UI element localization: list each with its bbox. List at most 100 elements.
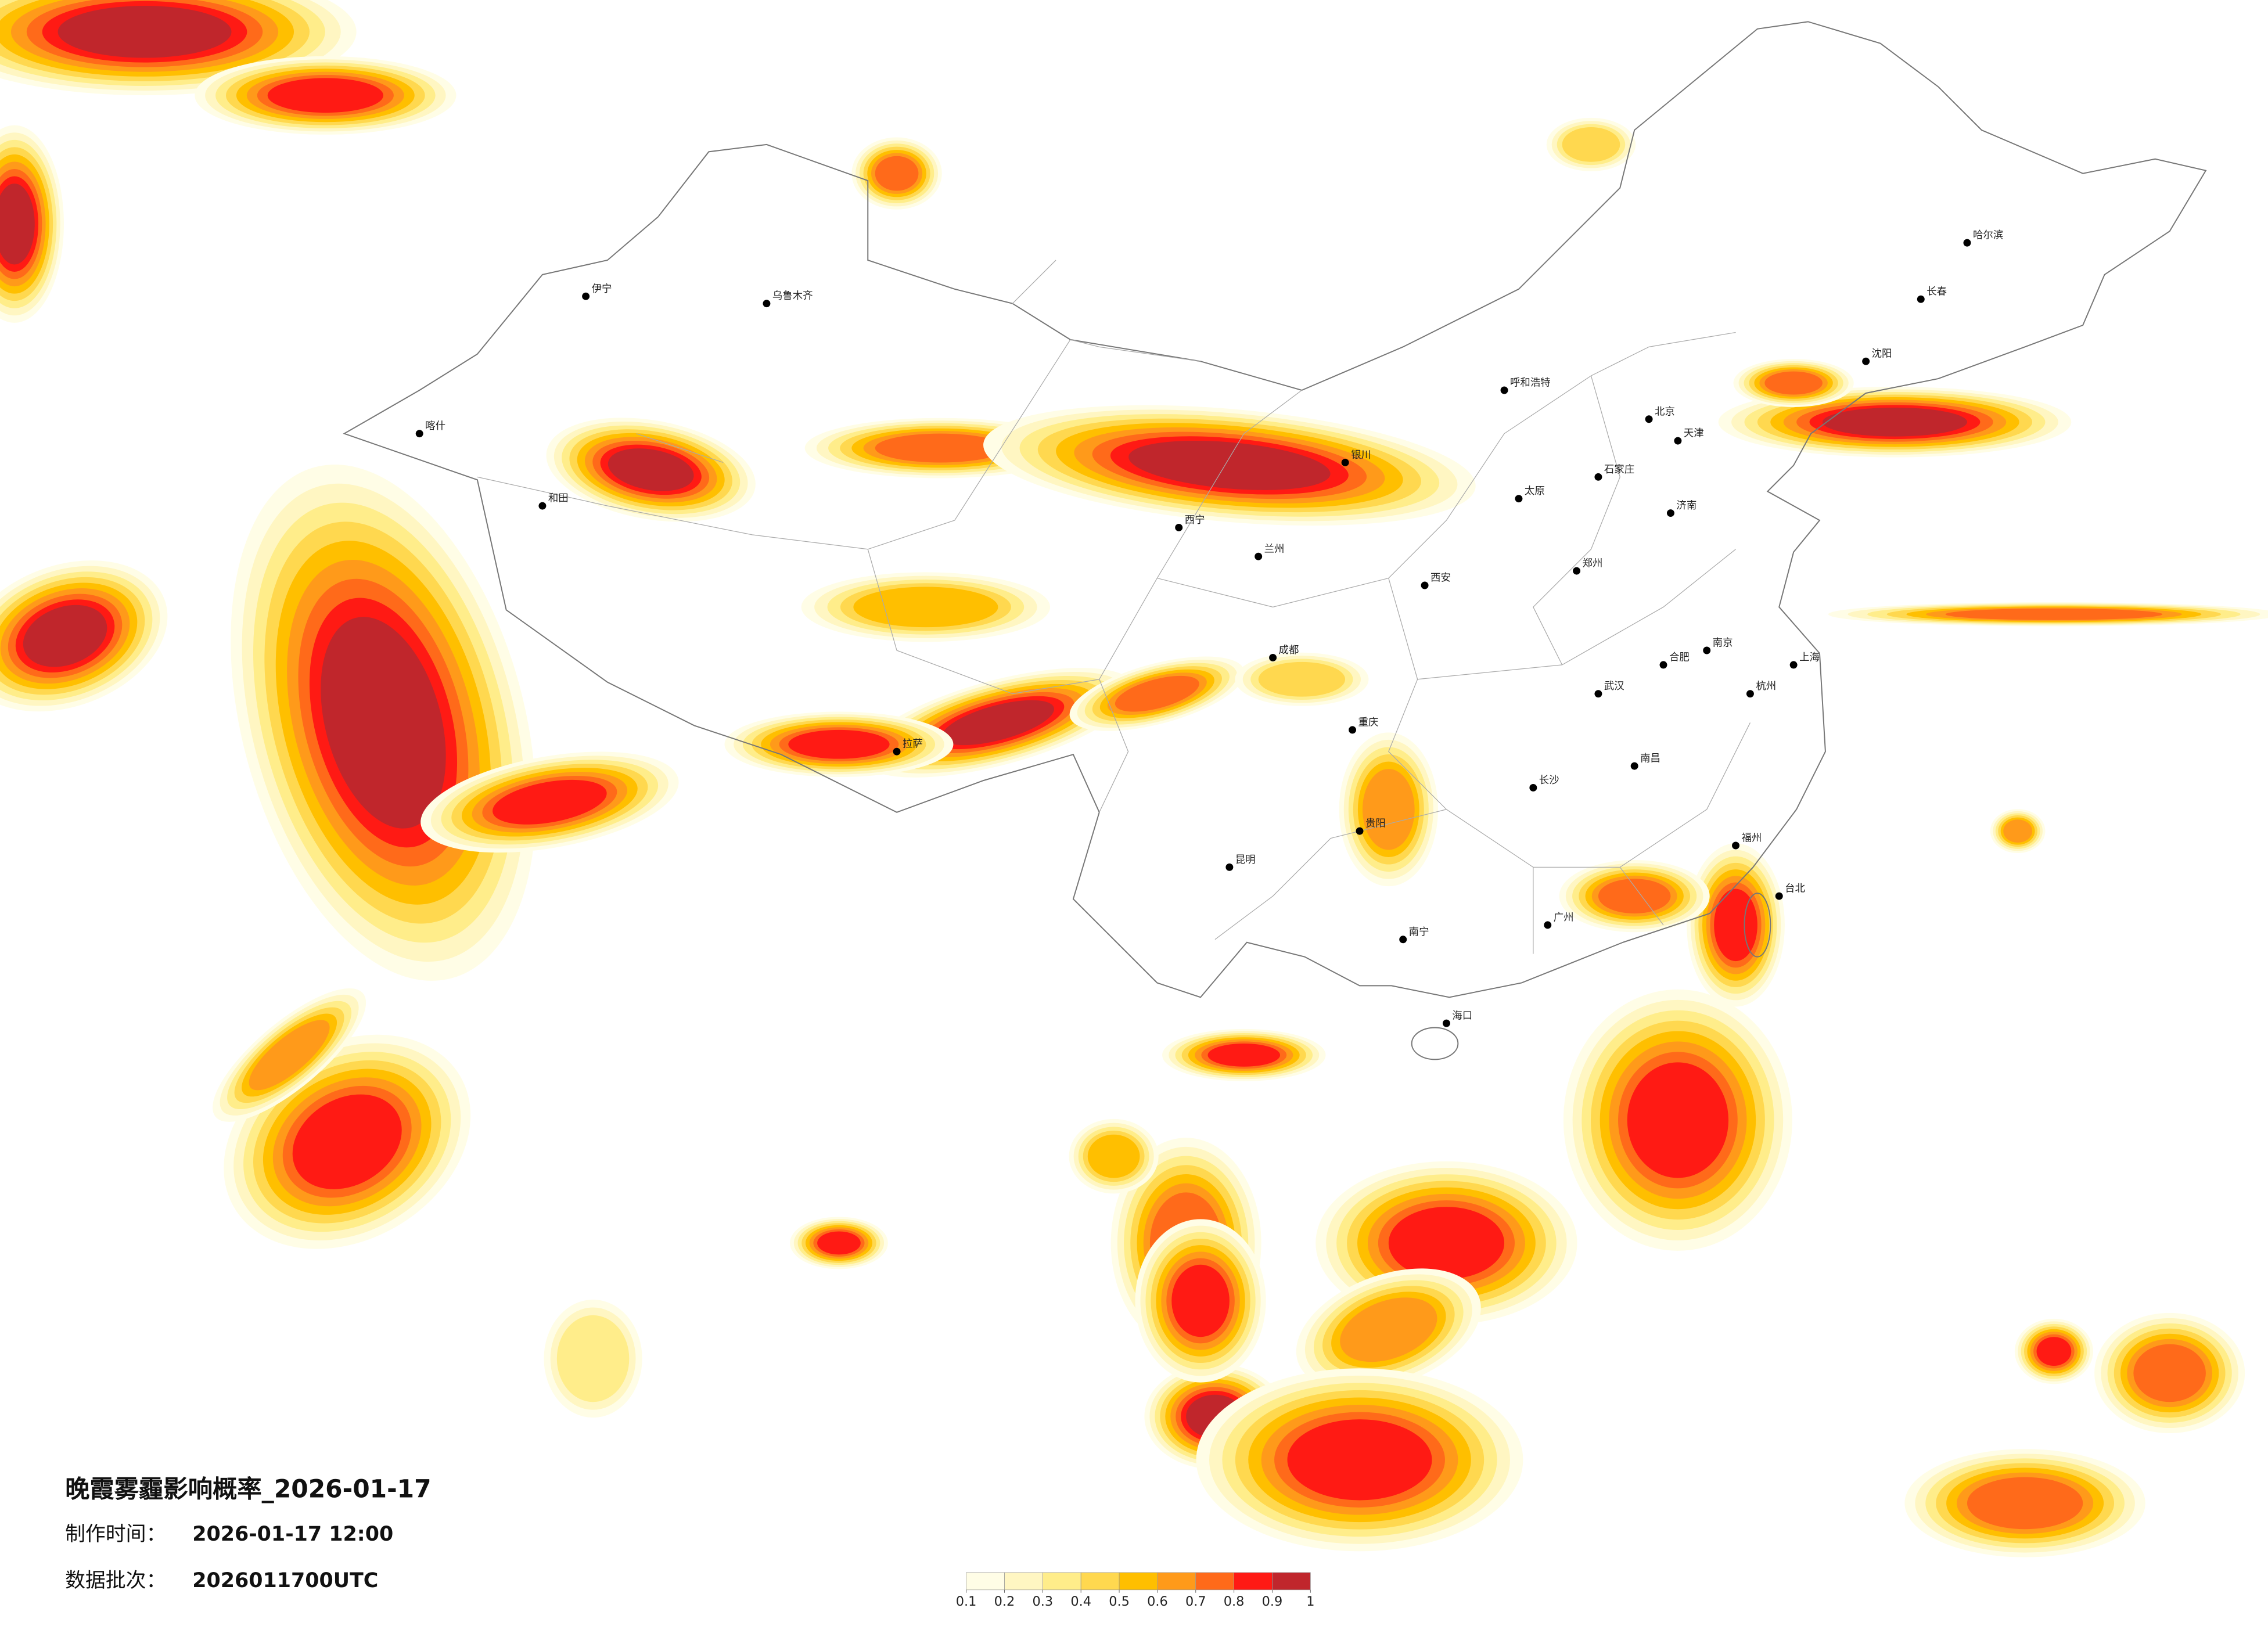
map-title: 晚霞雾霾影响概率_2026-01-17	[65, 1475, 432, 1503]
city-label: 杭州	[1756, 681, 1776, 692]
haze-patch	[788, 729, 890, 759]
city-dot	[1269, 653, 1277, 661]
city-label: 和田	[548, 493, 569, 505]
city-dot	[1594, 690, 1602, 698]
legend-swatch	[1119, 1572, 1158, 1591]
city-label: 伊宁	[592, 283, 612, 295]
haze-patch	[1822, 407, 1967, 437]
city-dot	[1544, 921, 1552, 929]
haze-patch	[1562, 127, 1620, 162]
hainan	[1411, 1027, 1459, 1060]
city-dot	[1356, 827, 1364, 835]
haze-patch	[875, 156, 919, 191]
haze-patch	[1171, 1264, 1230, 1337]
city-label: 广州	[1554, 912, 1574, 923]
city-label: 拉萨	[903, 739, 923, 750]
haze-patch	[1362, 769, 1415, 850]
haze-patch	[292, 1094, 402, 1189]
legend-tick-label: 0.6	[1147, 1594, 1168, 1609]
city-dot	[1225, 863, 1234, 871]
city-label: 哈尔滨	[1973, 230, 2003, 242]
city-dot	[763, 300, 771, 308]
city-label: 海口	[1452, 1010, 1472, 1022]
haze-patch	[608, 448, 694, 491]
city-label: 沈阳	[1872, 348, 1892, 360]
city-label: 喀什	[425, 420, 445, 432]
city-dot	[1500, 386, 1508, 394]
info-value: 2026-01-17 12:00	[192, 1523, 393, 1546]
city-dot	[1399, 936, 1407, 944]
city-label: 长春	[1926, 286, 1947, 298]
haze-patch	[1764, 371, 1823, 395]
haze-patch	[1388, 1207, 1505, 1279]
haze-patch	[1714, 888, 1757, 962]
haze-patch	[1627, 1062, 1729, 1178]
legend-swatch	[1004, 1572, 1043, 1591]
haze-patch	[1598, 879, 1671, 913]
city-label: 成都	[1279, 645, 1299, 656]
legend-tick-label: 0.1	[956, 1594, 977, 1609]
haze-patch	[875, 433, 1005, 463]
city-dot	[1341, 458, 1349, 466]
info-label: 数据批次：	[65, 1569, 166, 1592]
legend-tick-label: 0.2	[994, 1594, 1015, 1609]
city-dot	[1963, 239, 1971, 247]
city-label: 西安	[1430, 573, 1451, 584]
city-label: 石家庄	[1604, 464, 1634, 476]
city-dot	[1732, 841, 1739, 850]
haze-patch	[817, 1231, 861, 1255]
city-label: 兰州	[1264, 544, 1285, 555]
haze-patch	[1128, 440, 1331, 490]
legend-tick-label: 0.3	[1033, 1594, 1054, 1609]
city-label: 南宁	[1409, 926, 1429, 938]
city-label: 福州	[1741, 833, 1762, 844]
city-dot	[1666, 509, 1674, 517]
legend-tick-label: 1	[1306, 1594, 1314, 1609]
city-dot	[1594, 473, 1602, 481]
info-value: 2026011700UTC	[192, 1569, 378, 1592]
city-dot	[1789, 661, 1798, 669]
city-dot	[1442, 1019, 1450, 1027]
haze-patch	[1340, 1297, 1437, 1362]
city-dot	[1175, 523, 1183, 531]
legend-tick-label: 0.7	[1185, 1594, 1206, 1609]
city-label: 银川	[1351, 449, 1371, 461]
city-dot	[1674, 437, 1682, 445]
country-outline	[343, 21, 2207, 1060]
legend-swatch	[1042, 1572, 1081, 1591]
legend-swatch	[1080, 1572, 1120, 1591]
city-label: 西宁	[1185, 515, 1205, 526]
city-dot	[1630, 762, 1638, 770]
legend-swatch	[966, 1572, 1005, 1591]
city-label: 太原	[1525, 485, 1545, 497]
city-dot	[1775, 892, 1783, 900]
haze-patch	[2133, 1344, 2206, 1402]
city-label: 长沙	[1539, 775, 1559, 786]
haze-patch	[2036, 1337, 2072, 1366]
legend-swatch	[1234, 1572, 1273, 1591]
city-label: 郑州	[1583, 558, 1603, 570]
haze-patch	[941, 700, 1054, 746]
city-dot	[582, 292, 590, 300]
haze-patch	[249, 1020, 330, 1091]
legend-tick-label: 0.9	[1262, 1594, 1283, 1609]
city-dot	[1573, 567, 1581, 575]
neighbor-border	[636, 260, 1201, 463]
taiwan	[1744, 893, 1771, 958]
legend-swatch	[1272, 1572, 1311, 1591]
city-label: 呼和浩特	[1510, 377, 1551, 389]
city-label: 上海	[1799, 652, 1820, 663]
city-dot	[1349, 726, 1357, 734]
haze-patch	[0, 184, 35, 265]
city-dot	[1529, 783, 1537, 792]
legend-swatch	[1195, 1572, 1234, 1591]
city-dot	[1645, 415, 1653, 423]
haze-patch	[1945, 608, 2163, 620]
haze-patch	[1287, 1419, 1432, 1501]
province-line	[477, 332, 1751, 954]
haze-patch	[1087, 1134, 1140, 1178]
city-dot	[1515, 495, 1523, 503]
city-label: 重庆	[1358, 717, 1379, 728]
